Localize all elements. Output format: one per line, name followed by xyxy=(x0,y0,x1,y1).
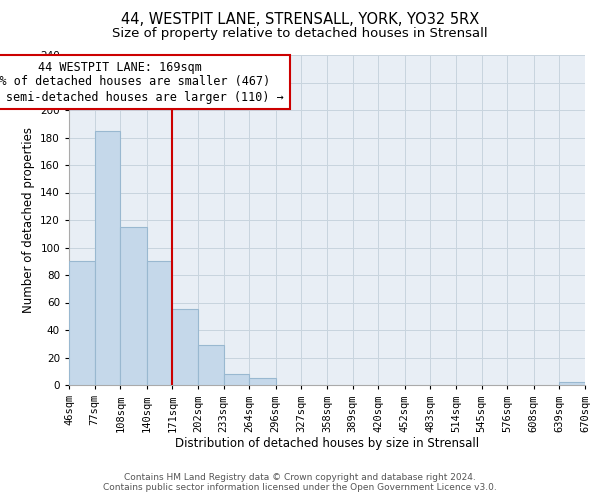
Bar xyxy=(120,227,147,385)
Bar xyxy=(147,261,172,385)
Bar xyxy=(249,378,276,385)
Text: Contains HM Land Registry data © Crown copyright and database right 2024.
Contai: Contains HM Land Registry data © Crown c… xyxy=(103,473,497,492)
X-axis label: Distribution of detached houses by size in Strensall: Distribution of detached houses by size … xyxy=(175,437,479,450)
Text: 44 WESTPIT LANE: 169sqm
← 81% of detached houses are smaller (467)
19% of semi-d: 44 WESTPIT LANE: 169sqm ← 81% of detache… xyxy=(0,60,284,104)
Bar xyxy=(95,130,120,385)
Bar xyxy=(172,310,198,385)
Bar xyxy=(69,261,95,385)
Bar xyxy=(224,374,249,385)
Bar xyxy=(559,382,585,385)
Bar xyxy=(198,345,224,385)
Text: Size of property relative to detached houses in Strensall: Size of property relative to detached ho… xyxy=(112,28,488,40)
Y-axis label: Number of detached properties: Number of detached properties xyxy=(22,127,35,313)
Text: 44, WESTPIT LANE, STRENSALL, YORK, YO32 5RX: 44, WESTPIT LANE, STRENSALL, YORK, YO32 … xyxy=(121,12,479,28)
